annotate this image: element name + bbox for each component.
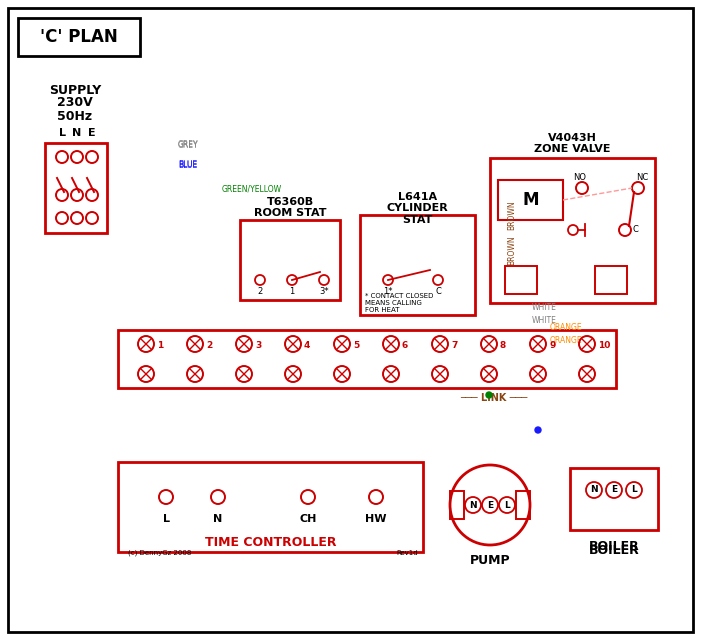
Text: NO: NO — [574, 174, 586, 183]
Text: 1: 1 — [157, 342, 164, 351]
Text: 4: 4 — [304, 342, 310, 351]
Text: L: L — [58, 128, 65, 138]
Text: WHITE: WHITE — [532, 303, 557, 312]
Text: STAT: STAT — [402, 215, 432, 225]
FancyBboxPatch shape — [505, 266, 537, 294]
Text: N: N — [72, 128, 81, 138]
Text: GREY: GREY — [178, 140, 199, 149]
Text: E: E — [88, 128, 95, 138]
Text: GREEN/YELLOW: GREEN/YELLOW — [222, 185, 282, 194]
FancyBboxPatch shape — [240, 220, 340, 300]
Text: 8: 8 — [500, 342, 506, 351]
Text: CH: CH — [299, 514, 317, 524]
Text: CYLINDER: CYLINDER — [387, 203, 449, 213]
Text: C: C — [435, 288, 441, 297]
Text: ROOM STAT: ROOM STAT — [253, 208, 326, 218]
FancyBboxPatch shape — [118, 462, 423, 552]
FancyBboxPatch shape — [450, 491, 464, 519]
Text: * CONTACT CLOSED
MEANS CALLING
FOR HEAT: * CONTACT CLOSED MEANS CALLING FOR HEAT — [365, 293, 433, 313]
FancyBboxPatch shape — [498, 180, 563, 220]
FancyBboxPatch shape — [118, 330, 616, 388]
Text: PUMP: PUMP — [470, 554, 510, 567]
Text: 1*: 1* — [383, 288, 392, 297]
Text: BLUE: BLUE — [178, 161, 197, 170]
Text: N: N — [590, 485, 598, 494]
Text: (c) DennyGz 2008: (c) DennyGz 2008 — [128, 550, 192, 556]
Text: BROWN: BROWN — [507, 235, 516, 265]
Text: 3: 3 — [255, 342, 261, 351]
Text: ORANGE: ORANGE — [550, 336, 583, 345]
FancyBboxPatch shape — [360, 215, 475, 315]
FancyBboxPatch shape — [45, 143, 107, 233]
Text: 9: 9 — [549, 342, 555, 351]
Text: 3*: 3* — [319, 288, 329, 297]
Text: NC: NC — [636, 174, 648, 183]
Text: L641A: L641A — [398, 192, 437, 202]
Text: N: N — [213, 514, 223, 524]
Text: Rev1d: Rev1d — [397, 550, 418, 556]
Text: C: C — [632, 226, 638, 235]
Text: 5: 5 — [353, 342, 359, 351]
Text: E: E — [611, 485, 617, 494]
Text: BOILER: BOILER — [588, 540, 640, 553]
Text: 230V: 230V — [57, 97, 93, 110]
Text: BROWN: BROWN — [507, 201, 516, 230]
Text: L: L — [631, 485, 637, 494]
FancyBboxPatch shape — [490, 158, 655, 303]
Text: L: L — [504, 501, 510, 510]
Text: TIME CONTROLLER: TIME CONTROLLER — [205, 535, 336, 549]
Text: 'C' PLAN: 'C' PLAN — [40, 28, 118, 46]
Text: 2: 2 — [258, 288, 263, 297]
Text: ─── LINK ───: ─── LINK ─── — [461, 393, 528, 403]
Text: M: M — [522, 191, 538, 209]
Text: N: N — [469, 501, 477, 510]
Text: 2: 2 — [206, 342, 212, 351]
Text: ZONE VALVE: ZONE VALVE — [534, 144, 611, 154]
FancyBboxPatch shape — [595, 266, 627, 294]
Text: GREY: GREY — [178, 141, 199, 150]
Text: 7: 7 — [451, 342, 458, 351]
Circle shape — [535, 427, 541, 433]
Circle shape — [486, 392, 492, 398]
Text: HW: HW — [365, 514, 387, 524]
Text: 10: 10 — [598, 342, 610, 351]
Text: 6: 6 — [402, 342, 409, 351]
Text: WHITE: WHITE — [532, 316, 557, 325]
Text: 50Hz: 50Hz — [58, 110, 93, 122]
Text: L: L — [162, 514, 169, 524]
Text: V4043H: V4043H — [548, 133, 597, 143]
Text: 1: 1 — [289, 288, 295, 297]
Text: ORANGE: ORANGE — [550, 323, 583, 332]
Text: E: E — [487, 501, 493, 510]
Text: BLUE: BLUE — [178, 160, 197, 169]
FancyBboxPatch shape — [516, 491, 530, 519]
Text: BOILER: BOILER — [588, 544, 640, 556]
Text: T6360B: T6360B — [267, 197, 314, 207]
FancyBboxPatch shape — [570, 468, 658, 530]
Text: SUPPLY: SUPPLY — [49, 83, 101, 97]
FancyBboxPatch shape — [8, 8, 693, 632]
FancyBboxPatch shape — [18, 18, 140, 56]
